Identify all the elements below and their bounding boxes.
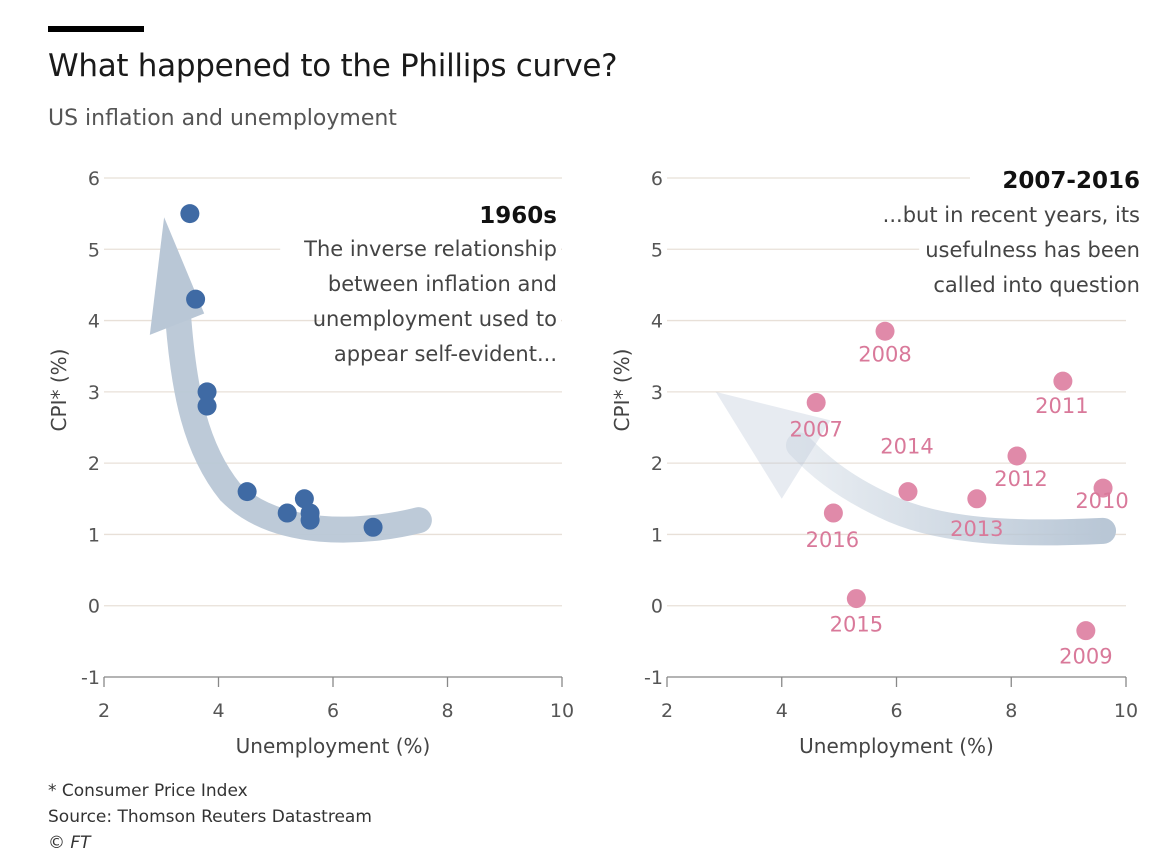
y-tick-label: 5: [651, 239, 663, 261]
data-point: [806, 393, 826, 413]
chart-subtitle: US inflation and unemployment: [48, 106, 397, 131]
y-tick-label: 4: [651, 311, 663, 333]
x-tick-label: 10: [1114, 700, 1138, 722]
point-label: 2010: [1075, 489, 1128, 513]
annotation-backdrop: [313, 267, 561, 299]
data-point: [197, 396, 217, 416]
trend-arrow-head: [715, 391, 831, 499]
footnotes: * Consumer Price Index Source: Thomson R…: [48, 778, 372, 856]
x-tick-label: 2: [661, 700, 673, 722]
annotation-line: The inverse relationship: [303, 237, 557, 261]
annotation-backdrop: [829, 198, 1144, 230]
panel-title: 1960s: [479, 203, 557, 229]
annotation-line: between inflation and: [328, 272, 557, 296]
data-point: [363, 517, 383, 537]
panel-title: 2007-2016: [1002, 168, 1140, 194]
data-point: [875, 321, 895, 341]
y-tick-label: 1: [651, 524, 663, 546]
annotation-line: unemployment used to: [313, 307, 557, 331]
y-tick-label: 0: [88, 596, 100, 618]
annotation-line: usefulness has been: [925, 238, 1140, 262]
point-label: 2007: [789, 418, 842, 442]
trend-arrow-shaft: [165, 307, 432, 543]
annotation-line: appear self-evident...: [334, 342, 557, 366]
source-note: Source: Thomson Reuters Datastream: [48, 807, 372, 827]
y-tick-label: 2: [88, 453, 100, 475]
data-point: [898, 482, 918, 502]
x-tick-label: 2: [98, 700, 110, 722]
data-point: [1093, 478, 1113, 498]
annotation-line: ...but in recent years, its: [883, 203, 1140, 227]
point-label: 2016: [806, 528, 859, 552]
header-accent-bar: [48, 26, 144, 32]
point-label: 2015: [830, 613, 883, 637]
point-label: 2014: [880, 435, 933, 459]
point-label: 2011: [1035, 394, 1088, 418]
panel-1960s: -1 0 1 2 3 4 5 6 2 4 6 8 10 Unemployment (%) CPI* (%) 1…: [47, 168, 574, 758]
footnote-cpi: * Consumer Price Index: [48, 781, 248, 801]
copyright-credit: © FT: [48, 833, 91, 853]
y-tick-label: 2: [651, 453, 663, 475]
point-label: 2013: [950, 517, 1003, 541]
y-tick-label: 3: [88, 382, 100, 404]
y-tick-label: 4: [88, 311, 100, 333]
data-point: [1007, 446, 1027, 466]
data-point: [197, 382, 217, 402]
data-point: [1053, 371, 1073, 391]
x-tick-label: 4: [776, 700, 788, 722]
x-tick-label: 6: [327, 700, 339, 722]
annotation-backdrop: [280, 232, 561, 264]
annotation-line: called into question: [933, 273, 1140, 297]
annotation-backdrop: [325, 302, 561, 334]
x-axis-title: Unemployment (%): [799, 734, 994, 758]
data-point: [823, 503, 843, 523]
data-point: [846, 589, 866, 609]
x-tick-label: 10: [550, 700, 574, 722]
point-label: 2008: [858, 342, 911, 366]
annotation-backdrop: [908, 268, 1144, 300]
chart-title: What happened to the Phillips curve?: [48, 48, 618, 84]
data-point: [294, 489, 314, 509]
panel-2007-2016: -1 0 1 2 3 4 5 6 2 4 6 8 10 Unemployment (%) CPI* (%) 2…: [610, 162, 1144, 758]
data-point: [967, 489, 987, 509]
data-point: [186, 289, 206, 309]
data-point: [1076, 621, 1096, 641]
x-tick-label: 4: [212, 700, 224, 722]
data-point: [300, 510, 320, 530]
trend-arrow-shaft: [785, 432, 1117, 546]
point-label: 2012: [994, 467, 1047, 491]
y-tick-label: 3: [651, 382, 663, 404]
annotation-backdrop: [919, 233, 1144, 265]
y-axis-title: CPI* (%): [610, 349, 634, 432]
y-tick-label: 6: [651, 168, 663, 190]
x-tick-label: 6: [890, 700, 902, 722]
y-axis-title: CPI* (%): [47, 349, 71, 432]
data-point: [237, 482, 257, 502]
data-point: [180, 204, 200, 224]
point-label: 2009: [1059, 645, 1112, 669]
data-point: [277, 503, 297, 523]
trend-arrow-head: [149, 217, 205, 335]
x-tick-label: 8: [1005, 700, 1017, 722]
y-tick-label: 5: [88, 239, 100, 261]
y-tick-label: 6: [88, 168, 100, 190]
y-tick-label: -1: [81, 667, 100, 689]
x-axis-title: Unemployment (%): [236, 734, 431, 758]
x-tick-label: 8: [441, 700, 453, 722]
y-tick-label: 0: [651, 596, 663, 618]
y-tick-label: 1: [88, 524, 100, 546]
annotation-backdrop: [302, 337, 561, 369]
headline-backdrop: [970, 162, 1142, 196]
y-tick-label: -1: [644, 667, 663, 689]
